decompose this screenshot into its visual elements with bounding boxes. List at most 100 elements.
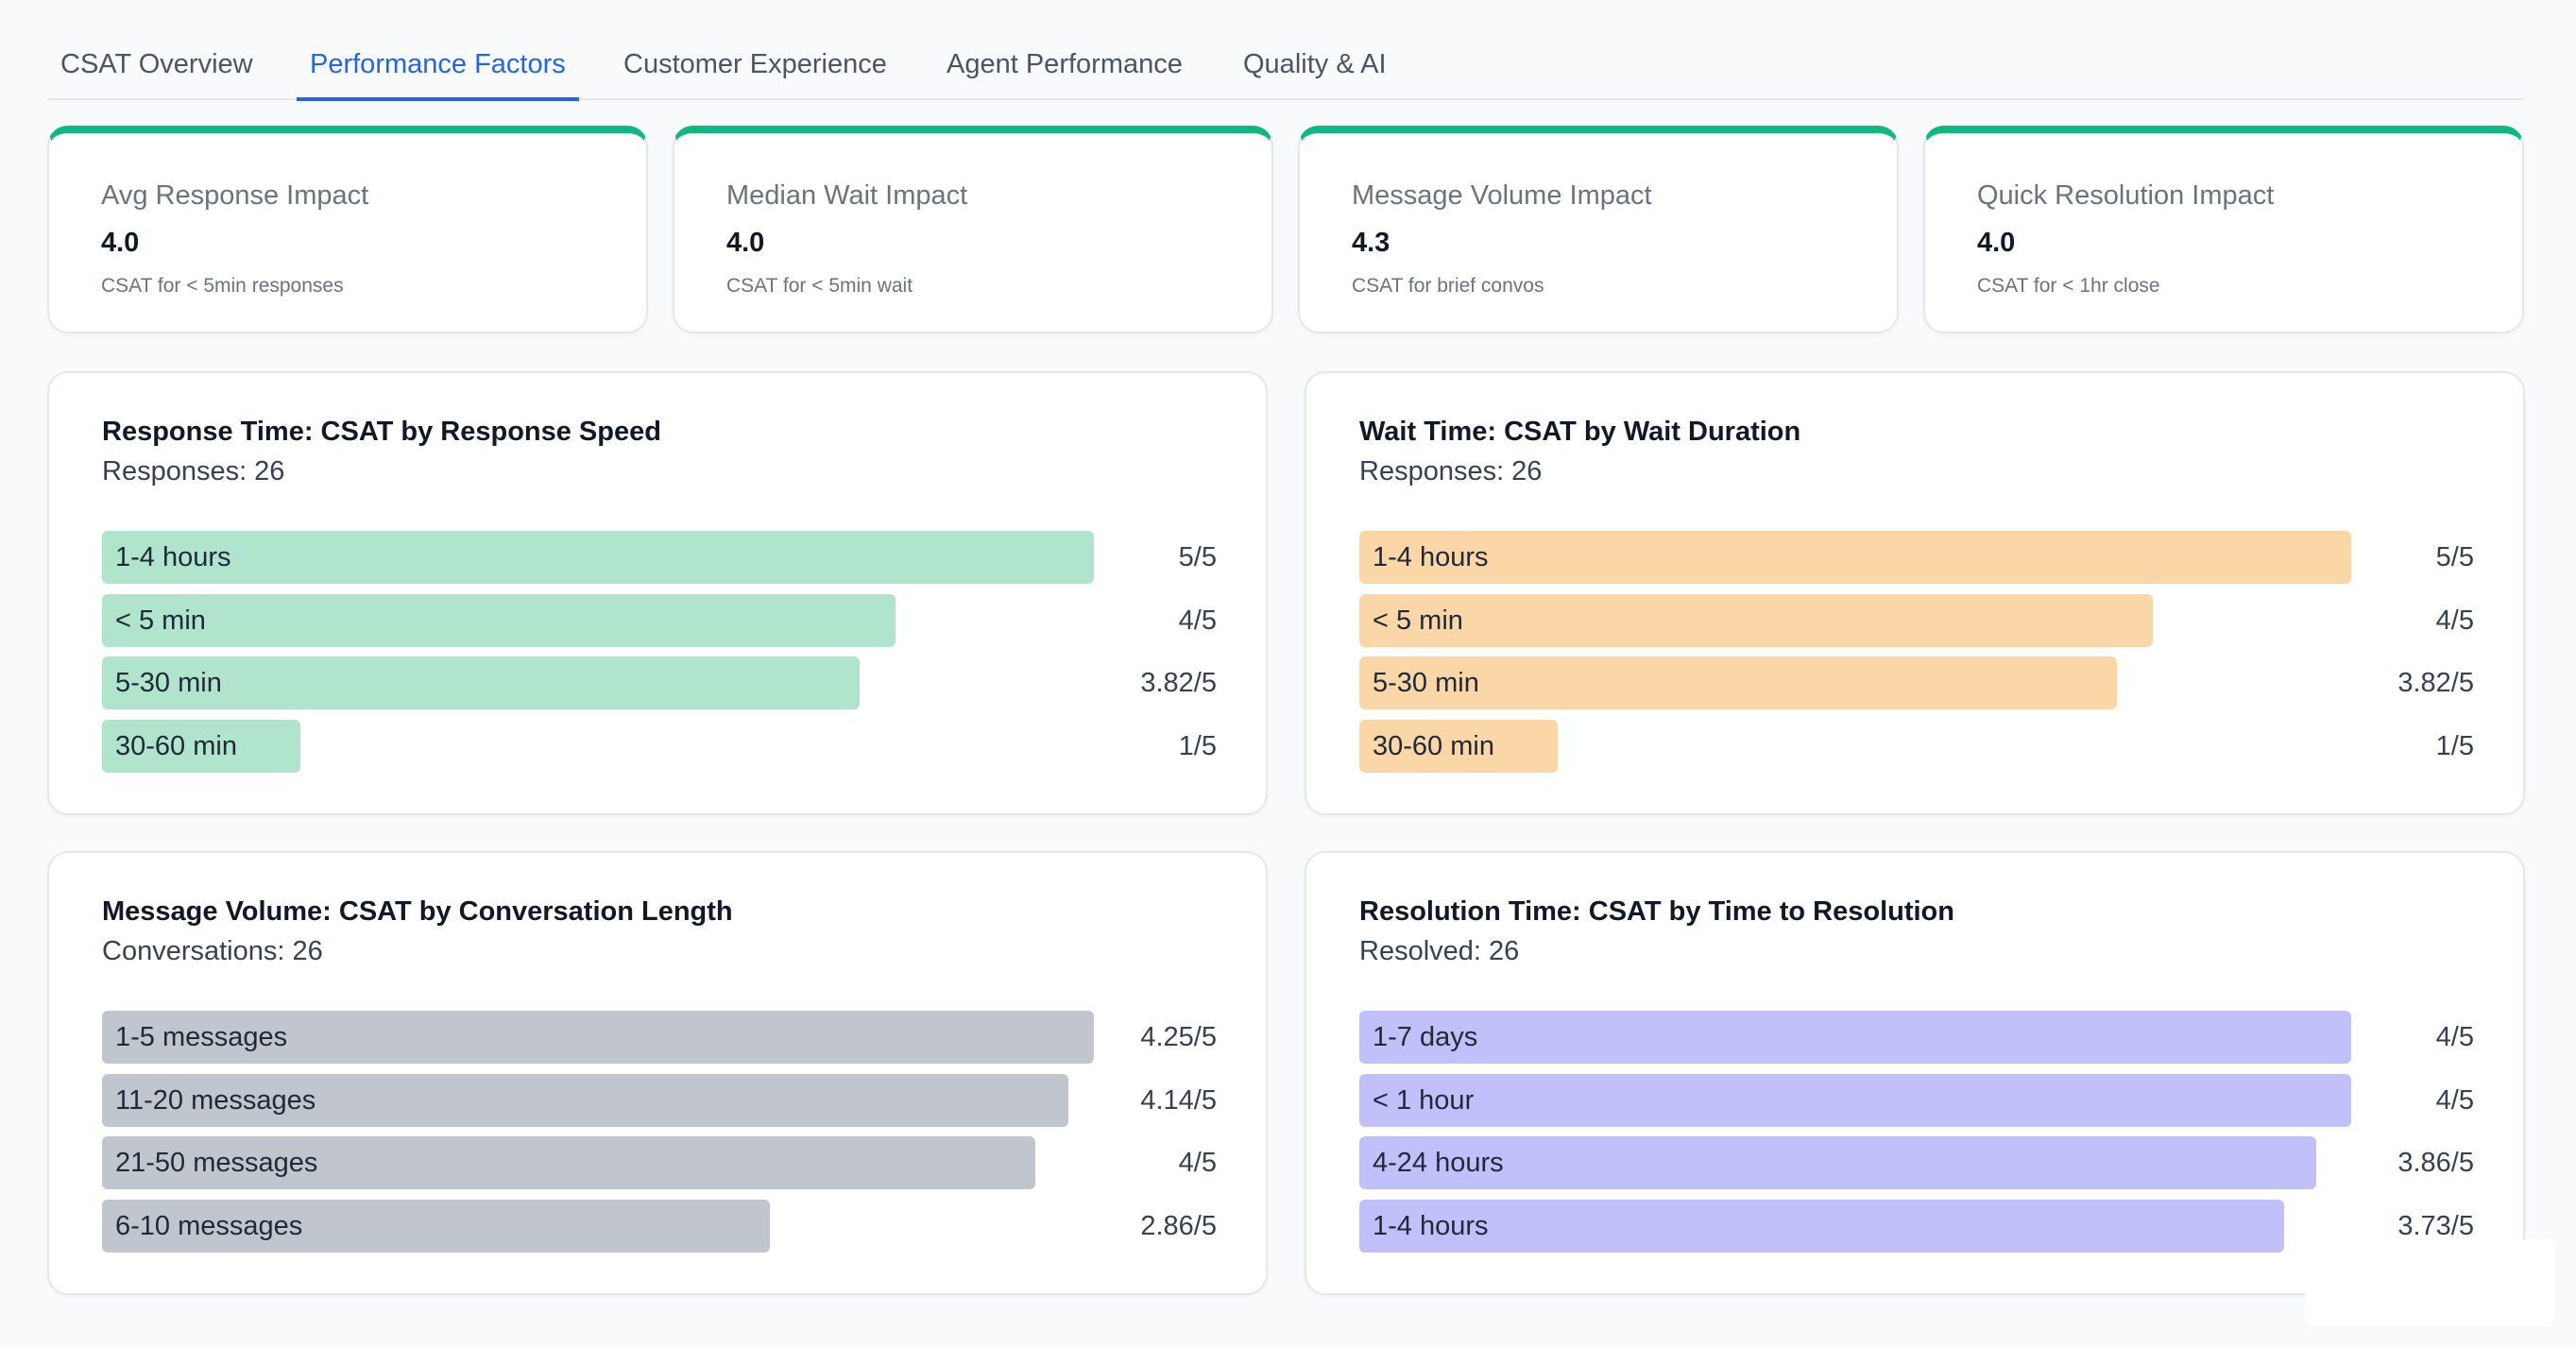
- bar-track: < 5 min: [102, 593, 1094, 647]
- bar-label: 4-24 hours: [1373, 1148, 1504, 1179]
- bar-row: < 5 min 4/5: [102, 593, 1217, 647]
- bar: [102, 1073, 1068, 1127]
- bar-track: 30-60 min: [102, 720, 1094, 774]
- bar-value-label: 3.82/5: [2397, 668, 2474, 699]
- bar-label: < 1 hour: [1373, 1084, 1475, 1116]
- chart-title: Response Time: CSAT by Response Speed: [102, 417, 661, 447]
- bar-value-label: 3.73/5: [2397, 1211, 2474, 1242]
- bar: [1359, 593, 2153, 647]
- bar-track: 1-4 hours: [1359, 1200, 2351, 1253]
- bar-label: 1-5 messages: [115, 1022, 288, 1052]
- bar-track: 1-5 messages: [102, 1011, 1094, 1064]
- chart-title: Wait Time: CSAT by Wait Duration: [1359, 417, 1801, 447]
- bar-value-label: 4/5: [2435, 1022, 2474, 1052]
- bar-value-label: 1/5: [1178, 731, 1217, 762]
- bar-value-label: 4/5: [1178, 605, 1217, 636]
- tab-performance-factors[interactable]: Performance Factors: [297, 28, 579, 101]
- bar: [102, 656, 860, 710]
- bar-track: 11-20 messages: [102, 1073, 1094, 1127]
- bar: [1359, 1136, 2316, 1190]
- kpi-value: 4.0: [101, 228, 140, 258]
- count-label: Responses:: [102, 456, 247, 486]
- chart-count: Conversations: 26: [102, 936, 323, 967]
- bar-row: 1-5 messages 4.25/5: [102, 1011, 1217, 1064]
- bar-row: 21-50 messages 4/5: [102, 1136, 1217, 1190]
- kpi-caption: CSAT for < 5min wait: [726, 275, 913, 297]
- bar-row: 1-7 days 4/5: [1359, 1011, 2474, 1064]
- bar-value-label: 2.86/5: [1140, 1211, 1217, 1242]
- bar-row: 4-24 hours 3.86/5: [1359, 1136, 2474, 1190]
- bar-value-label: 4.14/5: [1140, 1084, 1217, 1116]
- chart-title: Message Volume: CSAT by Conversation Len…: [102, 896, 733, 927]
- bar: [102, 1011, 1094, 1064]
- bar: [1359, 720, 1558, 774]
- bar-row: 5-30 min 3.82/5: [1359, 656, 2474, 710]
- count-value: 26: [1488, 936, 1520, 966]
- bar: [102, 531, 1094, 584]
- bar-list: 1-4 hours 5/5 < 5 min 4/5 5-30 min 3.82/5 30-6…: [102, 531, 1217, 783]
- kpi-caption: CSAT for < 1hr close: [1977, 275, 2160, 297]
- bar-track: 4-24 hours: [1359, 1136, 2351, 1190]
- kpi-label: Median Wait Impact: [726, 180, 968, 211]
- bar-label: 1-7 days: [1373, 1022, 1478, 1052]
- bar-track: 5-30 min: [1359, 656, 2351, 710]
- bar: [1359, 1073, 2351, 1127]
- count-label: Resolved:: [1359, 936, 1481, 966]
- count-value: 26: [1511, 456, 1543, 486]
- bar-label: 30-60 min: [115, 731, 237, 762]
- tab-bar: CSAT Overview Performance Factors Custom…: [47, 28, 2524, 101]
- bar-track: 1-4 hours: [1359, 531, 2351, 584]
- bar: [1359, 531, 2351, 584]
- kpi-label: Message Volume Impact: [1352, 180, 1652, 211]
- bar-track: 6-10 messages: [102, 1200, 1094, 1253]
- bar-value-label: 4.25/5: [1140, 1022, 1217, 1052]
- bar-value-label: 3.82/5: [1140, 668, 1217, 699]
- bar-label: 5-30 min: [115, 668, 222, 699]
- bar-value-label: 1/5: [2435, 731, 2474, 762]
- bar-track: < 1 hour: [1359, 1073, 2351, 1127]
- bar-label: 1-4 hours: [1373, 542, 1489, 572]
- kpi-value: 4.0: [726, 228, 765, 258]
- tab-agent-performance[interactable]: Agent Performance: [947, 49, 1183, 79]
- bar-label: 1-4 hours: [1373, 1211, 1489, 1242]
- bar-label: 30-60 min: [1373, 731, 1494, 762]
- bar-row: 30-60 min 1/5: [102, 720, 1217, 774]
- kpi-value: 4.3: [1352, 228, 1390, 258]
- bar-label: 21-50 messages: [115, 1148, 318, 1179]
- kpi-card-message-volume: Message Volume Impact 4.3 CSAT for brief…: [1298, 126, 1899, 333]
- count-label: Responses:: [1359, 456, 1505, 486]
- bar: [1359, 656, 2117, 710]
- bar-track: 5-30 min: [102, 656, 1094, 710]
- kpi-card-quick-resolution: Quick Resolution Impact 4.0 CSAT for < 1…: [1923, 126, 2524, 333]
- tab-customer-experience[interactable]: Customer Experience: [623, 49, 887, 79]
- bar: [102, 720, 300, 774]
- bar-value-label: 5/5: [1178, 542, 1217, 572]
- bar-row: 11-20 messages 4.14/5: [102, 1073, 1217, 1127]
- bar-value-label: 5/5: [2435, 542, 2474, 572]
- bar-value-label: 4/5: [1178, 1148, 1217, 1179]
- tab-csat-overview[interactable]: CSAT Overview: [60, 49, 253, 79]
- bar-track: 1-7 days: [1359, 1011, 2351, 1064]
- kpi-card-median-wait: Median Wait Impact 4.0 CSAT for < 5min w…: [673, 126, 1273, 333]
- bar-label: < 5 min: [115, 605, 206, 636]
- bar: [102, 1200, 770, 1253]
- bar-label: < 5 min: [1373, 605, 1463, 636]
- overlay-box: [2305, 1239, 2555, 1326]
- bar-track: 1-4 hours: [102, 531, 1094, 584]
- kpi-label: Quick Resolution Impact: [1977, 180, 2275, 211]
- kpi-value: 4.0: [1977, 228, 2016, 258]
- bar: [102, 593, 896, 647]
- chart-count: Responses: 26: [102, 456, 284, 487]
- bar: [1359, 1011, 2351, 1064]
- kpi-card-avg-response: Avg Response Impact 4.0 CSAT for < 5min …: [47, 126, 648, 333]
- bar-row: < 1 hour 4/5: [1359, 1073, 2474, 1127]
- bar-track: 21-50 messages: [102, 1136, 1094, 1190]
- wait-time-chart: Wait Time: CSAT by Wait Duration Respons…: [1305, 371, 2525, 815]
- tab-quality-ai[interactable]: Quality & AI: [1243, 49, 1387, 79]
- kpi-caption: CSAT for < 5min responses: [101, 275, 344, 297]
- bar-row: 6-10 messages 2.86/5: [102, 1200, 1217, 1253]
- chart-count: Responses: 26: [1359, 456, 1542, 487]
- bar-value-label: 4/5: [2435, 605, 2474, 636]
- count-label: Conversations:: [102, 936, 285, 966]
